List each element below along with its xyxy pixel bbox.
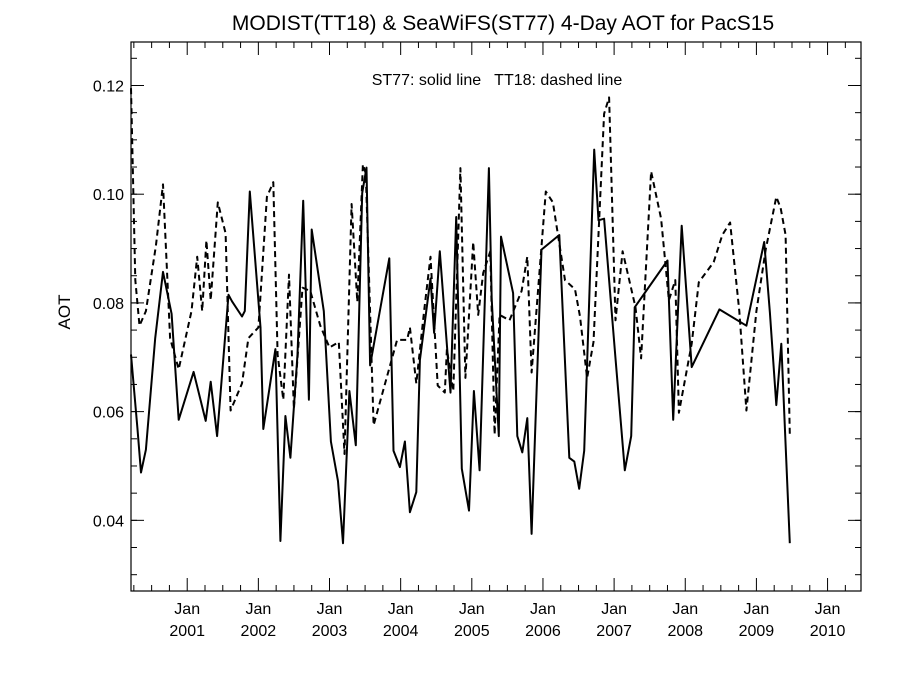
line-style-annotation: ST77: solid line TT18: dashed line <box>372 72 623 89</box>
x-tick-year-label: 2009 <box>739 623 775 640</box>
x-tick-year-label: 2010 <box>810 623 846 640</box>
y-axis-label: AOT <box>55 295 74 330</box>
x-tick-month-label: Jan <box>530 601 556 618</box>
x-tick-year-label: 2006 <box>525 623 561 640</box>
series-line-st77 <box>130 148 791 545</box>
x-axis: Jan 2001 Jan 2002 Jan 2003 Jan 2004 Jan 2005 Jan 20… <box>133 42 846 640</box>
x-tick-year-label: 2008 <box>667 623 703 640</box>
x-tick-month-label: Jan <box>672 601 698 618</box>
x-tick-year-label: 2003 <box>312 623 348 640</box>
y-tick-label: 0.10 <box>93 187 124 204</box>
x-tick-month-label: Jan <box>317 601 343 618</box>
x-tick-year-label: 2002 <box>241 623 277 640</box>
plot-border <box>130 41 862 592</box>
y-axis: 0.04 0.06 0.08 0.10 0.12 <box>93 57 861 576</box>
x-tick-month-label: Jan <box>815 601 841 618</box>
x-tick-month-label: Jan <box>601 601 627 618</box>
plot-frame <box>130 41 862 592</box>
y-tick-label: 0.04 <box>93 513 124 530</box>
x-tick-month-label: Jan <box>174 601 200 618</box>
x-tick-year-label: 2005 <box>454 623 490 640</box>
x-tick-year-label: 2004 <box>383 623 419 640</box>
x-tick-month-label: Jan <box>459 601 485 618</box>
x-tick-month-label: Jan <box>245 601 271 618</box>
series-layer <box>130 88 791 545</box>
series-line-tt18 <box>130 88 791 455</box>
x-tick-year-label: 2001 <box>169 623 205 640</box>
x-tick-year-label: 2007 <box>596 623 632 640</box>
y-tick-label: 0.12 <box>93 78 124 95</box>
x-tick-month-label: Jan <box>744 601 770 618</box>
y-tick-label: 0.06 <box>93 405 124 422</box>
x-tick-month-label: Jan <box>388 601 414 618</box>
y-tick-label: 0.08 <box>93 296 124 313</box>
chart-title: MODIST(TT18) & SeaWiFS(ST77) 4-Day AOT f… <box>232 12 774 35</box>
